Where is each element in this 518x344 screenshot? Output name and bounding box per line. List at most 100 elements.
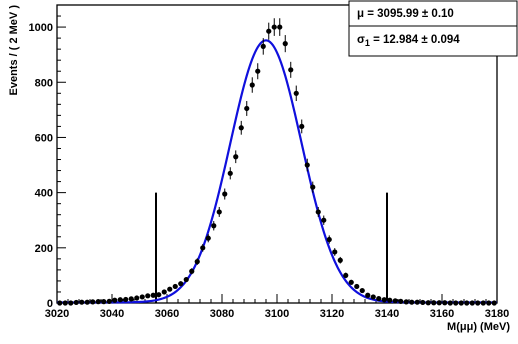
data-point <box>398 298 404 304</box>
data-point <box>414 299 420 305</box>
data-point <box>238 125 244 131</box>
mu-stat-line: μ = 3095.99 ± 0.10 <box>357 8 454 20</box>
data-point <box>62 300 68 306</box>
x-axis-title: M(μμ) (MeV) <box>447 321 510 333</box>
mu-stat-label: μ = <box>357 8 377 20</box>
data-point <box>183 276 189 283</box>
data-point <box>458 300 464 306</box>
data-point <box>310 184 316 190</box>
data-point <box>332 249 338 255</box>
data-point <box>205 235 211 241</box>
sigma-stat-eq: = <box>370 34 383 46</box>
data-point <box>145 293 151 299</box>
data-point <box>348 279 354 285</box>
data-point <box>117 297 123 303</box>
x-tick-label: 3040 <box>100 308 124 320</box>
data-point <box>315 209 321 215</box>
data-point <box>420 299 426 306</box>
data-point <box>101 299 107 305</box>
x-tick-label: 3080 <box>210 308 234 320</box>
data-point <box>326 236 332 243</box>
data-point <box>260 43 266 49</box>
data-point <box>321 217 327 223</box>
data-point <box>491 300 497 306</box>
data-point <box>370 294 376 300</box>
data-point <box>249 82 255 88</box>
data-point <box>277 24 283 30</box>
data-point <box>178 281 184 287</box>
data-point <box>112 297 118 303</box>
data-point <box>359 287 365 294</box>
x-tick-label: 3180 <box>485 308 509 320</box>
sigma-stat-label: σ <box>357 34 365 46</box>
fit-stats-box: μ = 3095.99 ± 0.10 σ1 = 12.984 ± 0.094 <box>348 0 518 57</box>
data-point <box>156 292 162 298</box>
data-point <box>343 272 349 279</box>
data-point <box>79 299 85 305</box>
data-point <box>293 90 299 96</box>
data-point <box>172 283 178 290</box>
data-point <box>464 300 470 306</box>
data-point <box>227 170 233 176</box>
data-point <box>381 297 387 303</box>
data-point <box>95 299 101 305</box>
x-tick-label: 3060 <box>155 308 179 320</box>
plot-marks: 3020 3040 3060 3080 3100 3120 3140 3160 3180 0 200… <box>29 4 509 320</box>
sigma-stat-value: 12.984 ± 0.094 <box>383 34 460 46</box>
data-point <box>211 223 217 229</box>
x-tick-label: 3020 <box>45 308 69 320</box>
data-point <box>90 299 96 305</box>
data-point <box>194 259 200 265</box>
mu-stat-value: 3095.99 ± 0.10 <box>377 8 454 20</box>
data-point <box>233 154 239 160</box>
data-point <box>271 24 277 30</box>
data-point <box>431 300 437 306</box>
x-tick-label: 3120 <box>320 308 344 320</box>
data-point <box>128 296 134 302</box>
data-point <box>244 105 250 112</box>
gaussian-fit-curve <box>57 39 497 304</box>
y-tick-label: 600 <box>35 132 53 144</box>
data-point <box>255 68 261 74</box>
data-point <box>392 298 398 304</box>
data-point <box>167 286 173 292</box>
y-tick-label: 200 <box>35 243 53 255</box>
data-point <box>354 283 360 290</box>
data-point <box>282 41 288 47</box>
data-point <box>475 300 481 306</box>
data-point <box>409 299 415 305</box>
data-point <box>266 28 272 34</box>
data-point <box>304 162 310 168</box>
data-point <box>84 299 90 305</box>
data-point <box>106 298 112 304</box>
data-point <box>436 300 442 306</box>
data-point <box>486 300 492 306</box>
data-point <box>365 292 371 298</box>
y-axis-title: Events / ( 2 MeV ) <box>8 5 20 96</box>
data-point <box>480 300 486 306</box>
data-point <box>222 191 228 197</box>
data-point <box>150 292 156 298</box>
data-point <box>337 257 343 263</box>
data-point <box>299 123 305 130</box>
data-point <box>403 299 409 305</box>
data-point <box>376 295 382 302</box>
sigma-stat-line: σ1 = 12.984 ± 0.094 <box>357 34 460 48</box>
x-tick-label: 3160 <box>430 308 454 320</box>
data-point <box>453 300 459 306</box>
y-tick-label: 0 <box>47 298 53 310</box>
sigma-stat-subscript: 1 <box>365 38 370 48</box>
data-point <box>447 300 453 306</box>
y-tick-label: 400 <box>35 188 53 200</box>
data-point <box>216 209 222 215</box>
data-point <box>57 300 63 306</box>
data-point <box>425 300 431 306</box>
x-tick-label: 3100 <box>265 308 289 320</box>
data-point <box>123 296 129 303</box>
data-point <box>387 297 393 303</box>
data-point <box>161 289 167 295</box>
data-point <box>134 295 140 301</box>
data-point <box>288 67 294 73</box>
